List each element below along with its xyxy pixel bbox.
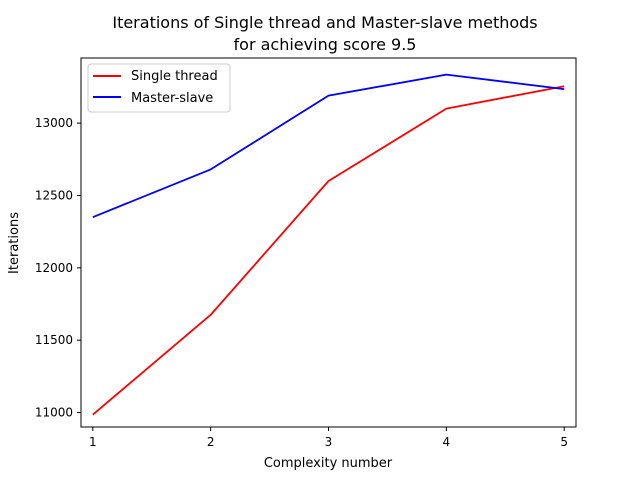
y-axis-label: Iterations (7, 212, 22, 274)
y-tick-label: 12000 (35, 261, 73, 275)
x-tick-label: 2 (207, 435, 215, 449)
x-tick-label: 4 (443, 435, 451, 449)
series-layer (92, 73, 565, 416)
y-tick-label: 12500 (35, 188, 73, 202)
series-line-single-thread (92, 85, 565, 416)
x-axis-ticks: 1 2 3 4 5 (89, 427, 568, 449)
chart-title-line-1: Iterations of Single thread and Master-s… (112, 13, 537, 32)
chart-title-line-2: for achieving score 9.5 (234, 35, 417, 54)
series-line-master-slave (92, 73, 565, 219)
legend-label-master-slave: Master-slave (131, 91, 213, 106)
legend-box (87, 63, 231, 113)
x-tick-label: 3 (325, 435, 333, 449)
x-axis-label: Complexity number (264, 456, 393, 471)
y-axis-ticks: 11000 11500 12000 12500 13000 (35, 116, 81, 420)
x-tick-label: 1 (89, 435, 97, 449)
y-tick-label: 13000 (35, 116, 73, 130)
y-tick-label: 11000 (35, 406, 73, 420)
x-tick-label: 5 (560, 435, 568, 449)
legend-label-single-thread: Single thread (131, 69, 218, 84)
y-tick-label: 11500 (35, 333, 73, 347)
legend: Single thread Master-slave (87, 63, 231, 113)
